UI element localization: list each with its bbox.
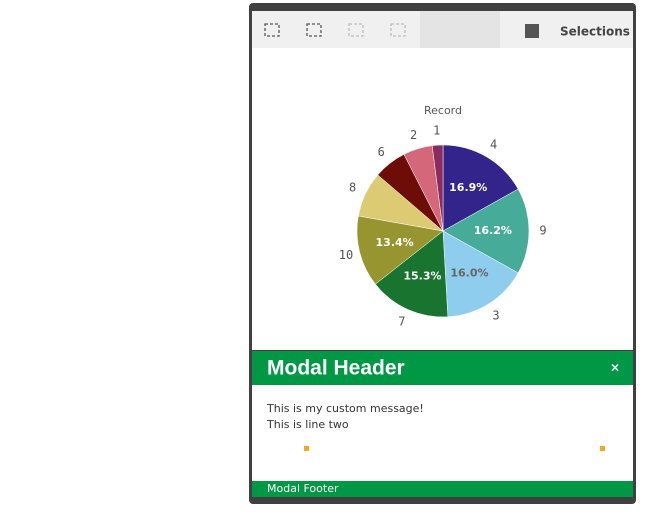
pie-slice (356, 215, 444, 285)
pie-slice (375, 230, 449, 318)
smart-search-icon[interactable] (264, 23, 280, 37)
toolbar-icons (264, 23, 539, 38)
clear-icon[interactable] (390, 23, 406, 37)
modal-footer-text: Modal Footer (267, 482, 339, 495)
slice-value-label: 15.3% (403, 269, 441, 282)
modal-title: Modal Header (267, 357, 405, 380)
slice-category-label: 6 (378, 145, 385, 159)
slice-category-label: 2 (410, 128, 417, 142)
resize-handle (600, 446, 605, 451)
slice-category-label: 8 (349, 181, 356, 195)
chart-title: Record (424, 104, 462, 117)
slice-category-label: 10 (339, 248, 353, 262)
slice-category-label: 9 (539, 224, 546, 238)
selections-button[interactable]: Selections (560, 25, 630, 39)
step-back-icon[interactable] (306, 23, 322, 37)
slice-value-label: 16.9% (449, 181, 487, 194)
pie-slice (442, 230, 519, 318)
slice-category-label: 3 (492, 308, 499, 322)
modal-line: This is line two (266, 418, 349, 431)
slice-category-label: 7 (398, 315, 405, 329)
pie-slice (442, 188, 530, 274)
resize-handle (304, 446, 309, 451)
slice-value-label: 16.2% (474, 224, 512, 237)
modal-header (252, 351, 633, 385)
modal-footer (252, 481, 633, 497)
pie: 4 16.9% 9 16.2% 3 16.0% 7 15.3% 10 13.4% 8 6 2 1 (339, 124, 547, 329)
slice-value-label: 16.0% (450, 266, 488, 279)
slice-category-label: 4 (490, 137, 497, 151)
slice-category-label: 1 (433, 124, 440, 138)
pie-slice (431, 144, 444, 232)
step-forward-icon[interactable] (348, 23, 364, 37)
selections-icon[interactable] (525, 24, 539, 38)
toolbar-spacer (420, 11, 500, 48)
slice-value-label: 13.4% (376, 236, 414, 249)
pie-slice (442, 144, 519, 232)
modal-line: This is my custom message! (266, 402, 424, 415)
modal-close[interactable]: × (610, 361, 620, 375)
